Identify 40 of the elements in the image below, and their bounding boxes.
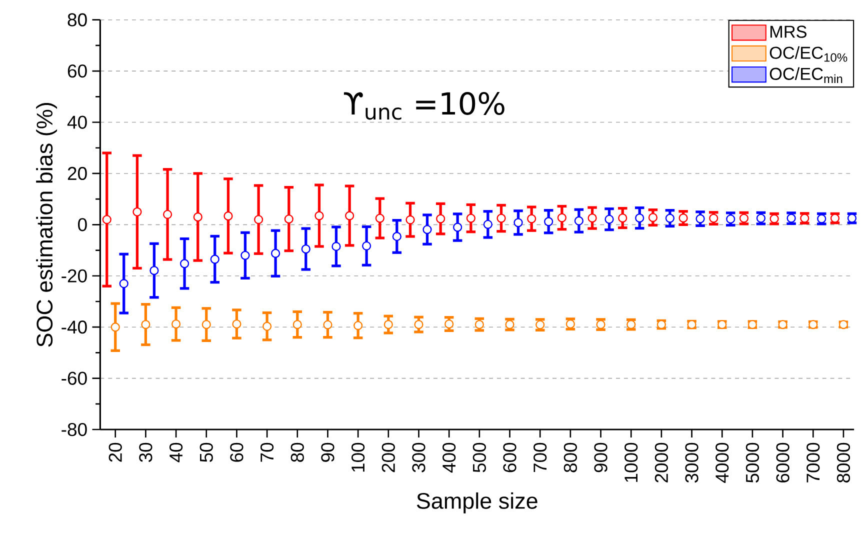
x-tick-label: 30 <box>139 443 152 462</box>
y-tick-label: -80 <box>62 423 87 436</box>
legend-label: OC/EC$_{min}$ <box>770 68 842 84</box>
x-axis-title: Sample size <box>416 492 538 514</box>
x-tick-label: 70 <box>260 443 274 462</box>
x-tick-label: 3000 <box>685 443 698 483</box>
legend-label: OC/EC$_{10%}$ <box>770 46 848 62</box>
y-tick-label: -20 <box>62 270 87 283</box>
y-tick-label: 60 <box>68 64 87 78</box>
x-tick-label: 40 <box>169 443 183 462</box>
y-tick-label: 20 <box>68 167 87 180</box>
x-tick-label: 800 <box>564 443 577 472</box>
x-tick-label: 50 <box>200 443 213 462</box>
x-tick-label: 80 <box>290 443 304 462</box>
x-tick-label: 900 <box>594 443 608 472</box>
y-axis-title: SOC estimation bias (%) <box>36 103 58 347</box>
x-tick-label: 4000 <box>716 443 729 484</box>
y-tick-label: 0 <box>78 218 87 232</box>
x-tick-label: 700 <box>534 443 547 472</box>
x-tick-label: 7000 <box>806 443 820 483</box>
x-tick-label: 200 <box>382 443 395 472</box>
y-tick-label: 40 <box>67 116 87 130</box>
legend-label: MRS <box>770 26 806 38</box>
x-tick-label: 600 <box>503 443 516 472</box>
x-tick-label: 60 <box>230 443 244 462</box>
x-tick-label: 2000 <box>654 443 668 483</box>
x-tick-label: 500 <box>472 443 486 472</box>
x-tick-label: 8000 <box>836 443 850 483</box>
x-tick-label: 5000 <box>746 443 760 483</box>
x-tick-label: 90 <box>321 443 334 462</box>
annotation: ϒ$_{unc}$ =10% <box>344 92 504 120</box>
y-tick-label: 80 <box>68 13 87 27</box>
y-tick-label: -40 <box>62 320 87 334</box>
x-tick-label: 20 <box>108 443 122 462</box>
x-tick-label: 6000 <box>776 443 790 483</box>
y-tick-label: -60 <box>62 372 87 386</box>
x-tick-label: 300 <box>412 443 426 472</box>
x-tick-label: 400 <box>442 443 456 473</box>
x-tick-label: 100 <box>351 443 365 472</box>
x-tick-label: 1000 <box>624 443 638 482</box>
